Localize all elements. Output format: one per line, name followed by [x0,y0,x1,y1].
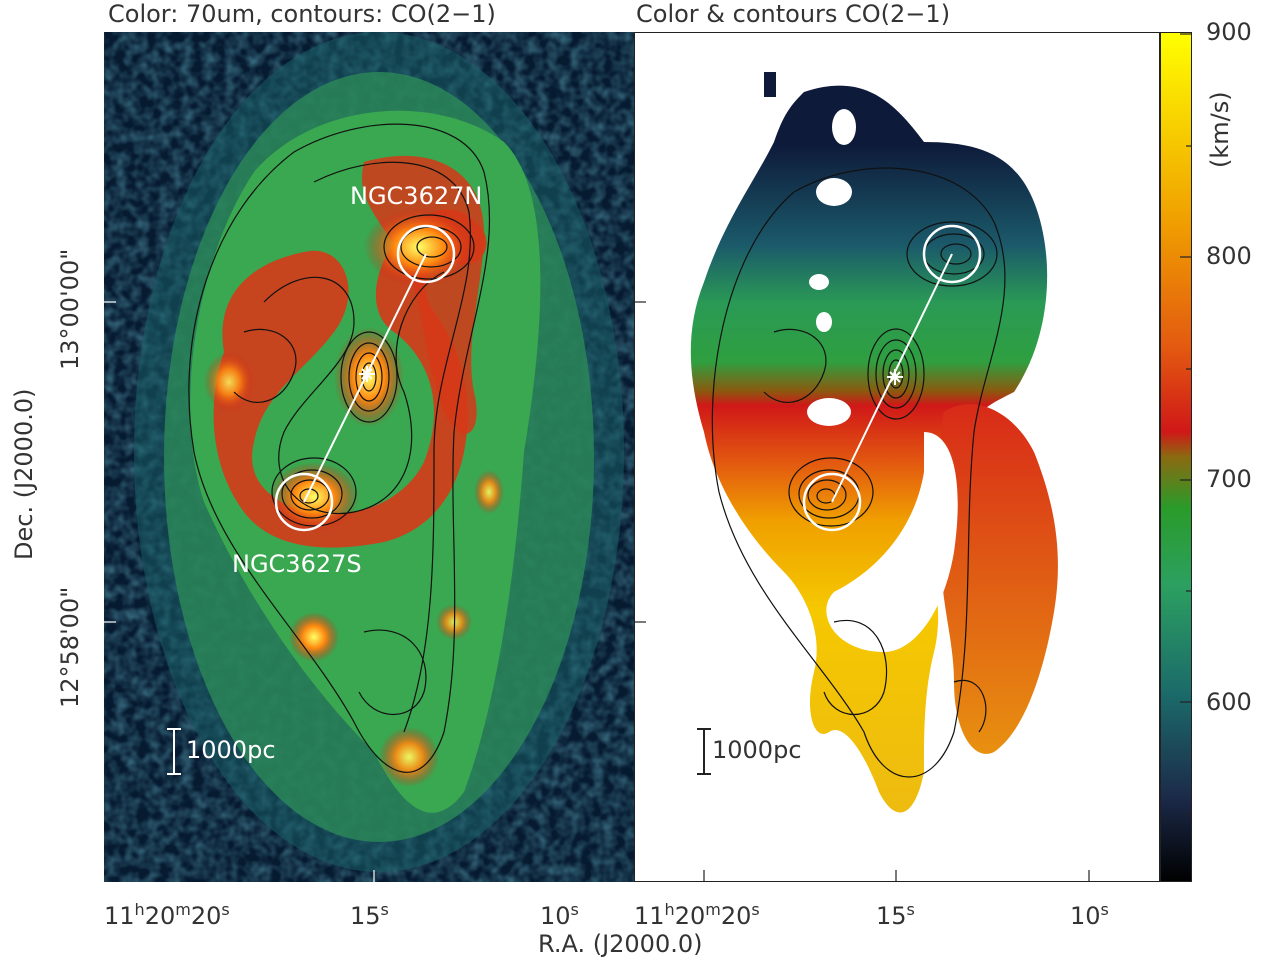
south-nucleus-circle [274,472,334,532]
colorbar-tick-900: 900 [1206,18,1252,46]
north-nucleus-circle [396,224,456,284]
right-scalebar-label: 1000pc [712,736,802,764]
colorbar-tick-800: 800 [1206,242,1252,270]
ra-tick-right-3: 10s [1070,900,1109,930]
ra-tick-right-1: 11h20m20s [634,900,760,930]
ra-tick-left-1: 11h20m20s [104,900,230,930]
right-panel-map [634,32,1160,882]
x-axis-label: R.A. (J2000.0) [538,930,703,958]
ra-tick-left-3: 10s [540,900,579,930]
colorbar-tick-600: 600 [1206,688,1252,716]
ra-tick-left-2: 15s [350,900,389,930]
left-panel-title: Color: 70um, contours: CO(2−1) [108,0,496,28]
y-axis-label: Dec. (J2000.0) [10,388,38,560]
label-ngc3627s: NGC3627S [232,550,362,578]
colorbar-tick-700: 700 [1206,465,1252,493]
left-panel-map [104,32,634,882]
ra-tick-right-2: 15s [876,900,915,930]
colorbar-ticks [1180,33,1192,815]
label-ngc3627n: NGC3627N [350,182,483,210]
colorbar [1160,32,1192,882]
right-panel-title: Color & contours CO(2−1) [636,0,951,28]
colorbar-unit: (km/s) [1206,91,1234,168]
left-scalebar-label: 1000pc [186,736,276,764]
